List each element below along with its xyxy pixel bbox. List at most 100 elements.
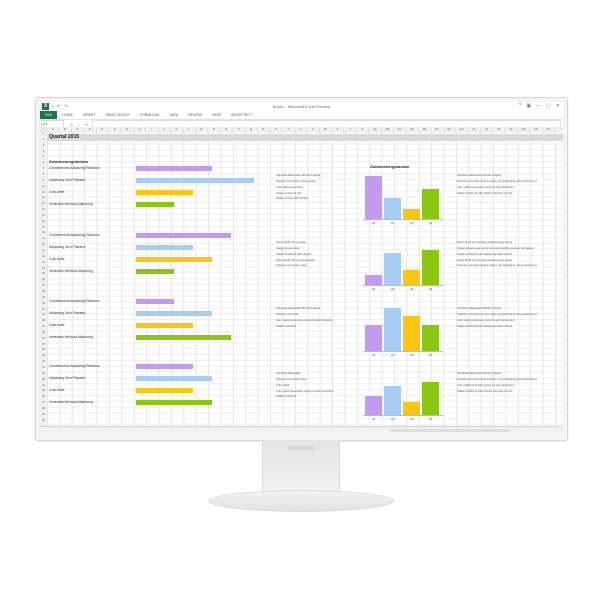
column-header[interactable]: AN — [530, 127, 543, 132]
row-header[interactable]: 11 — [42, 190, 45, 194]
row-header[interactable]: 16 — [42, 219, 45, 223]
column-header[interactable]: C — [72, 127, 85, 132]
column-header[interactable]: AF — [431, 127, 444, 132]
row-header[interactable]: 24 — [42, 266, 45, 270]
row-header[interactable]: 5 — [42, 155, 45, 159]
row-header[interactable]: 6 — [42, 161, 45, 165]
row-header[interactable]: 38 — [42, 348, 45, 352]
column-header[interactable]: V — [307, 127, 320, 132]
row-header[interactable]: 17 — [42, 225, 45, 229]
row-header[interactable]: 34 — [42, 325, 45, 329]
column-header[interactable]: AE — [419, 127, 432, 132]
column-header[interactable]: AK — [493, 127, 506, 132]
row-header[interactable]: 7 — [42, 167, 45, 171]
column-header[interactable]: W — [320, 127, 332, 132]
column-header[interactable]: AL — [505, 127, 518, 132]
row-header[interactable]: 9 — [42, 178, 45, 182]
row-header[interactable]: 37 — [42, 342, 45, 346]
column-header[interactable]: Y — [344, 127, 357, 132]
enter-icon[interactable]: ✓ — [77, 121, 81, 127]
row-header[interactable]: 4 — [42, 149, 45, 153]
ribbon-tab[interactable]: INSERT — [82, 113, 96, 117]
ribbon-tab[interactable]: PAGE LAYOUT — [105, 113, 130, 117]
row-header[interactable]: 36 — [42, 336, 45, 340]
column-header[interactable]: AI — [468, 127, 481, 132]
row-header[interactable]: 35 — [42, 330, 45, 334]
minimize-icon[interactable]: — — [536, 103, 542, 109]
row-header[interactable]: 21 — [42, 249, 45, 252]
column-header[interactable]: I — [146, 127, 159, 132]
row-header[interactable]: 47 — [42, 401, 45, 405]
column-header[interactable]: AO — [543, 127, 556, 132]
column-header[interactable]: Q — [245, 127, 258, 132]
row-header[interactable]: 31 — [42, 307, 45, 311]
row-header[interactable]: 10 — [42, 184, 45, 188]
column-header[interactable]: M — [196, 127, 209, 132]
column-header[interactable]: J — [159, 127, 171, 132]
column-header[interactable]: S — [270, 127, 283, 132]
cell-grid[interactable] — [47, 132, 563, 427]
row-header[interactable]: 1 — [42, 132, 45, 135]
row-header[interactable]: 19 — [42, 237, 45, 241]
undo-icon[interactable]: ↶ — [56, 103, 61, 110]
column-header[interactable]: AM — [518, 127, 531, 132]
column-header[interactable]: N — [208, 127, 221, 132]
row-header[interactable]: 8 — [42, 172, 45, 176]
ribbon-tab[interactable]: VIEW — [211, 113, 221, 117]
column-header[interactable]: O — [220, 127, 233, 132]
row-header[interactable]: 41 — [42, 366, 45, 369]
column-header[interactable]: T — [282, 127, 295, 132]
row-header[interactable]: 20 — [42, 243, 45, 247]
row-header[interactable]: 48 — [42, 406, 45, 410]
column-header[interactable]: H — [134, 127, 147, 132]
row-header[interactable]: 30 — [42, 301, 45, 305]
column-header[interactable]: K — [171, 127, 184, 132]
row-header[interactable]: 46 — [42, 395, 45, 399]
row-header[interactable]: 25 — [42, 272, 45, 276]
column-header[interactable]: R — [258, 127, 271, 132]
ribbon-tab[interactable]: INSTR PRO 7 — [230, 113, 253, 117]
horizontal-scrollbar[interactable] — [390, 429, 510, 432]
column-header[interactable]: U — [295, 127, 308, 132]
row-header[interactable]: 29 — [42, 295, 45, 299]
select-all-corner[interactable] — [40, 127, 47, 132]
column-header[interactable]: L — [183, 127, 196, 132]
redo-icon[interactable]: ↷ — [63, 103, 69, 110]
help-icon[interactable]: ? — [518, 103, 522, 109]
row-header[interactable]: 14 — [42, 208, 45, 212]
column-header[interactable]: AD — [406, 127, 419, 132]
column-header[interactable]: F — [109, 127, 122, 132]
row-header[interactable]: 26 — [42, 278, 45, 282]
column-header[interactable]: AH — [456, 127, 469, 132]
column-header[interactable]: AC — [394, 127, 407, 132]
row-header[interactable]: 43 — [42, 377, 45, 381]
close-icon[interactable]: ✕ — [555, 103, 560, 109]
row-header[interactable]: 27 — [42, 284, 45, 288]
row-header[interactable]: 12 — [42, 196, 45, 200]
function-icon[interactable]: fx — [84, 121, 88, 127]
save-icon[interactable]: ▪ — [52, 103, 54, 110]
column-header[interactable]: B — [59, 127, 72, 132]
row-header[interactable]: 23 — [42, 260, 45, 264]
column-header[interactable]: AG — [444, 127, 456, 132]
ribbon-display-icon[interactable]: ▣ — [526, 103, 532, 109]
row-header[interactable]: 32 — [42, 313, 45, 317]
row-header[interactable]: 50 — [42, 418, 45, 422]
column-header[interactable]: G — [121, 127, 134, 132]
column-header[interactable]: P — [233, 127, 246, 132]
row-header[interactable]: 15 — [42, 213, 45, 217]
column-header[interactable]: Z — [357, 127, 370, 132]
ribbon-tab[interactable]: HOME — [62, 113, 73, 117]
column-header[interactable]: D — [84, 127, 97, 132]
column-header[interactable]: A — [47, 127, 60, 132]
row-header[interactable]: 22 — [42, 254, 45, 258]
ribbon-tab[interactable]: DATA — [169, 113, 179, 117]
row-header[interactable]: 45 — [42, 389, 45, 393]
row-header[interactable]: 3 — [42, 143, 45, 147]
column-header[interactable]: AA — [369, 127, 382, 132]
row-header[interactable]: 18 — [42, 231, 45, 235]
row-header[interactable]: 40 — [42, 360, 45, 364]
row-header[interactable]: 13 — [42, 202, 45, 206]
row-header[interactable]: 49 — [42, 412, 45, 416]
row-header[interactable]: 42 — [42, 371, 45, 375]
